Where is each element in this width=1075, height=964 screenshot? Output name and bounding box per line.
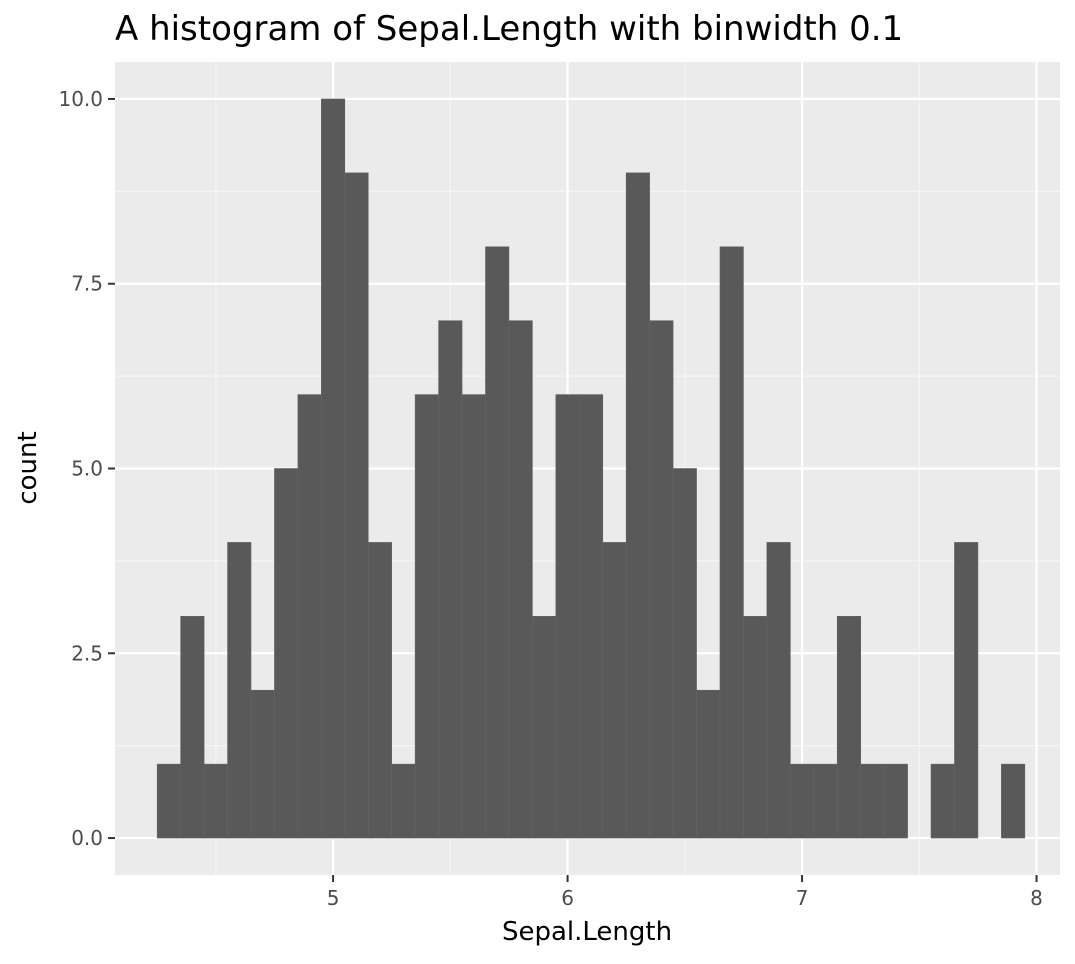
histogram-bar [813,763,838,839]
histogram-bar [274,468,299,839]
y-tick-label: 5.0 [71,457,103,481]
histogram-bar [461,394,486,839]
y-axis-title: count [13,431,43,504]
histogram-bar [649,320,674,839]
x-axis: 5 6 7 8 [327,875,1043,910]
histogram-bar [414,394,439,839]
histogram-bar [297,394,322,839]
histogram-bar [532,616,557,839]
histogram-bar [883,763,908,839]
histogram-bar [625,172,650,839]
chart-title: A histogram of Sepal.Length with binwidt… [115,9,903,49]
histogram-bar [250,689,275,839]
x-tick-label: 5 [327,886,340,910]
y-axis: 0.0 2.5 5.0 7.5 10.0 [58,87,115,850]
y-tick-label: 0.0 [71,826,103,850]
x-tick-label: 8 [1030,886,1043,910]
y-tick-label: 10.0 [58,87,103,111]
histogram-bar [696,689,721,839]
x-tick-label: 6 [561,886,574,910]
y-tick-label: 7.5 [71,272,103,296]
histogram-bar [508,320,533,839]
histogram-bar [485,246,510,839]
histogram-bar [180,616,205,839]
histogram-bar [766,542,791,839]
histogram-bar [672,468,697,839]
histogram-bar [602,542,627,839]
histogram-bar [743,616,768,839]
histogram-bar [930,763,955,839]
x-tick-label: 7 [796,886,809,910]
histogram-bar [321,98,346,839]
histogram-bar [578,394,604,839]
histogram-bar [954,542,979,839]
histogram-bar [367,542,392,839]
y-tick-label: 2.5 [71,641,103,665]
histogram-bar [860,763,885,839]
x-axis-title: Sepal.Length [502,917,672,947]
histogram-bars [156,98,1026,839]
histogram-bar [790,763,815,839]
histogram-bar [1001,763,1026,839]
histogram-bar [555,394,580,839]
histogram-bar [227,542,252,839]
histogram-bar [203,763,228,839]
histogram-bar [719,246,744,839]
histogram-bar [836,616,861,839]
histogram-bar [156,763,181,839]
histogram-bar [344,172,369,839]
histogram-bar [438,320,463,839]
histogram-bar [391,763,416,839]
